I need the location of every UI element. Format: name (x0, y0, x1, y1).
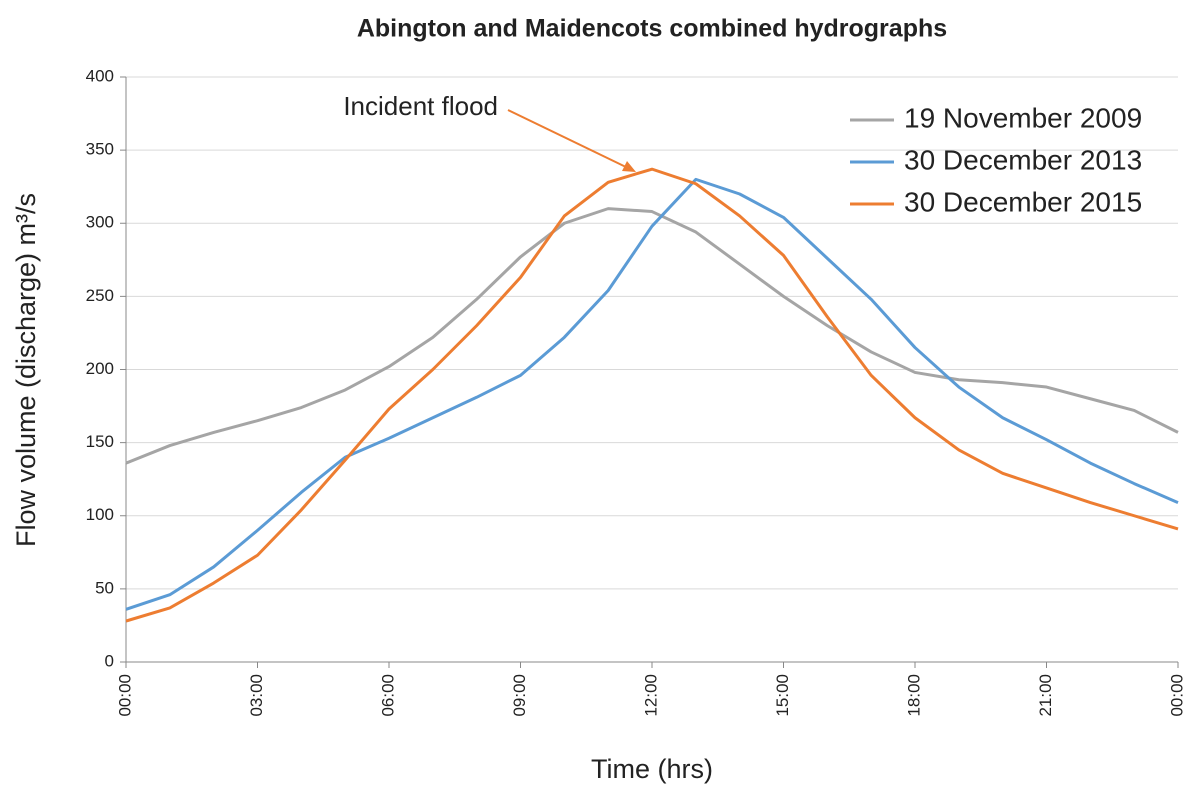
x-tick-label: 12:00 (641, 674, 660, 717)
y-tick-label: 250 (86, 286, 114, 305)
legend-label: 30 December 2013 (904, 144, 1142, 175)
x-tick-label: 18:00 (904, 674, 923, 717)
annotation-arrow (507, 109, 629, 169)
x-axis-label: Time (hrs) (591, 754, 713, 784)
x-tick-label: 09:00 (510, 674, 529, 717)
x-tick-label: 03:00 (247, 674, 266, 717)
x-tick-label: 15:00 (773, 674, 792, 717)
y-tick-label: 200 (86, 359, 114, 378)
y-tick-label: 0 (105, 651, 114, 670)
legend-label: 19 November 2009 (904, 102, 1142, 133)
x-tick-label: 00:00 (115, 674, 134, 717)
x-tick-label: 21:00 (1036, 674, 1055, 717)
series-line (125, 177, 1179, 611)
legend-label: 30 December 2015 (904, 186, 1142, 217)
chart-title: Abington and Maidencots combined hydrogr… (357, 15, 947, 43)
x-tick-label: 06:00 (378, 674, 397, 717)
series-line (125, 167, 1179, 623)
y-tick-label: 150 (86, 432, 114, 451)
y-tick-label: 50 (95, 578, 114, 597)
y-tick-label: 300 (86, 213, 114, 232)
x-tick-label: 00:00 (1167, 674, 1186, 717)
y-tick-label: 100 (86, 505, 114, 524)
series-line (125, 207, 1179, 465)
annotation: Incident flood (343, 91, 498, 121)
y-tick-label: 400 (86, 66, 114, 85)
y-tick-label: 350 (86, 140, 114, 159)
y-axis-label: Flow volume (discharge) m³/s (11, 193, 41, 547)
annotation-arrowhead (622, 161, 636, 172)
